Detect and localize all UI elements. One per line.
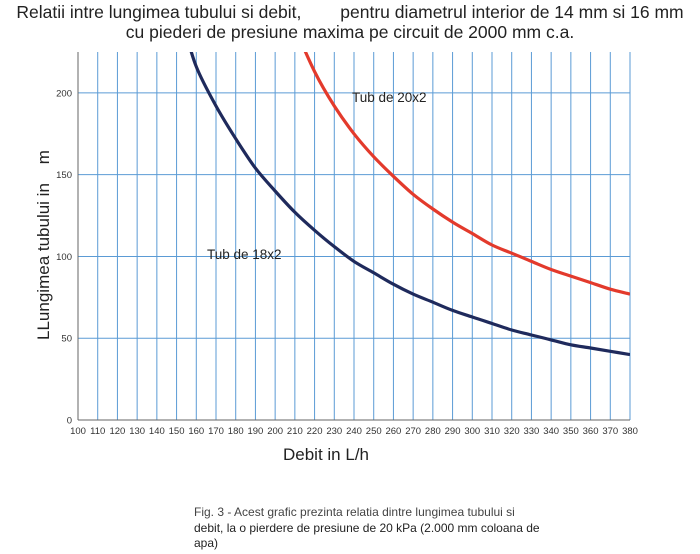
x-tick-label: 190 (247, 426, 263, 437)
y-tick-label: 0 (67, 416, 72, 427)
y-tick-label: 150 (56, 170, 72, 181)
y-axis-label: LLungimea tubului in m (34, 150, 53, 340)
series-label-tub-20x2: Tub de 20x2 (352, 90, 427, 105)
x-tick-label: 320 (504, 426, 520, 437)
x-tick-label: 290 (445, 426, 461, 437)
x-tick-label: 120 (109, 426, 125, 437)
y-tick-label: 50 (61, 334, 72, 345)
x-tick-label: 330 (523, 426, 539, 437)
x-tick-label: 260 (385, 426, 401, 437)
x-tick-label: 270 (405, 426, 421, 437)
x-tick-label: 360 (583, 426, 599, 437)
series-line-tub-18x2 (189, 52, 630, 357)
x-tick-label: 210 (287, 426, 303, 437)
y-tick-label: 200 (56, 88, 72, 99)
x-tick-label: 230 (326, 426, 342, 437)
x-tick-label: 370 (602, 426, 618, 437)
x-tick-label: 180 (228, 426, 244, 437)
x-tick-label: 170 (208, 426, 224, 437)
caption-line-2: debit, la o pierdere de presiune de 20 k… (194, 520, 540, 535)
x-tick-label: 380 (622, 426, 638, 437)
x-tick-label: 280 (425, 426, 441, 437)
x-tick-label: 240 (346, 426, 362, 437)
caption-line-3: apa) (194, 536, 219, 550)
series-line-tub-20x2 (303, 52, 630, 296)
x-tick-label: 100 (70, 426, 86, 437)
x-tick-label: 150 (169, 426, 185, 437)
series-label-tub-18x2: Tub de 18x2 (207, 247, 282, 262)
x-tick-label: 200 (267, 426, 283, 437)
x-tick-label: 110 (90, 426, 105, 437)
y-tick-label: 100 (56, 252, 72, 263)
x-tick-label: 130 (129, 426, 145, 437)
x-tick-label: 140 (149, 426, 165, 437)
x-tick-label: 220 (307, 426, 323, 437)
x-axis-label: Debit in L/h (283, 445, 369, 464)
x-tick-label: 300 (464, 426, 480, 437)
x-tick-label: 310 (484, 426, 500, 437)
x-tick-label: 340 (543, 426, 559, 437)
figure-caption: Fig. 3 - Acest grafic prezinta relatia d… (194, 505, 614, 552)
x-tick-label: 350 (563, 426, 579, 437)
title-line-2: cu piederi de presiune maxima pe circuit… (125, 22, 575, 42)
x-tick-label: 250 (366, 426, 382, 437)
caption-line-1: Fig. 3 - Acest grafic prezinta relatia d… (194, 505, 515, 519)
title-line-1: Relatii intre lungimea tubului si debit,… (16, 2, 684, 22)
x-tick-label: 160 (188, 426, 204, 437)
chart-title: Relatii intre lungimea tubului si debit,… (0, 2, 700, 42)
